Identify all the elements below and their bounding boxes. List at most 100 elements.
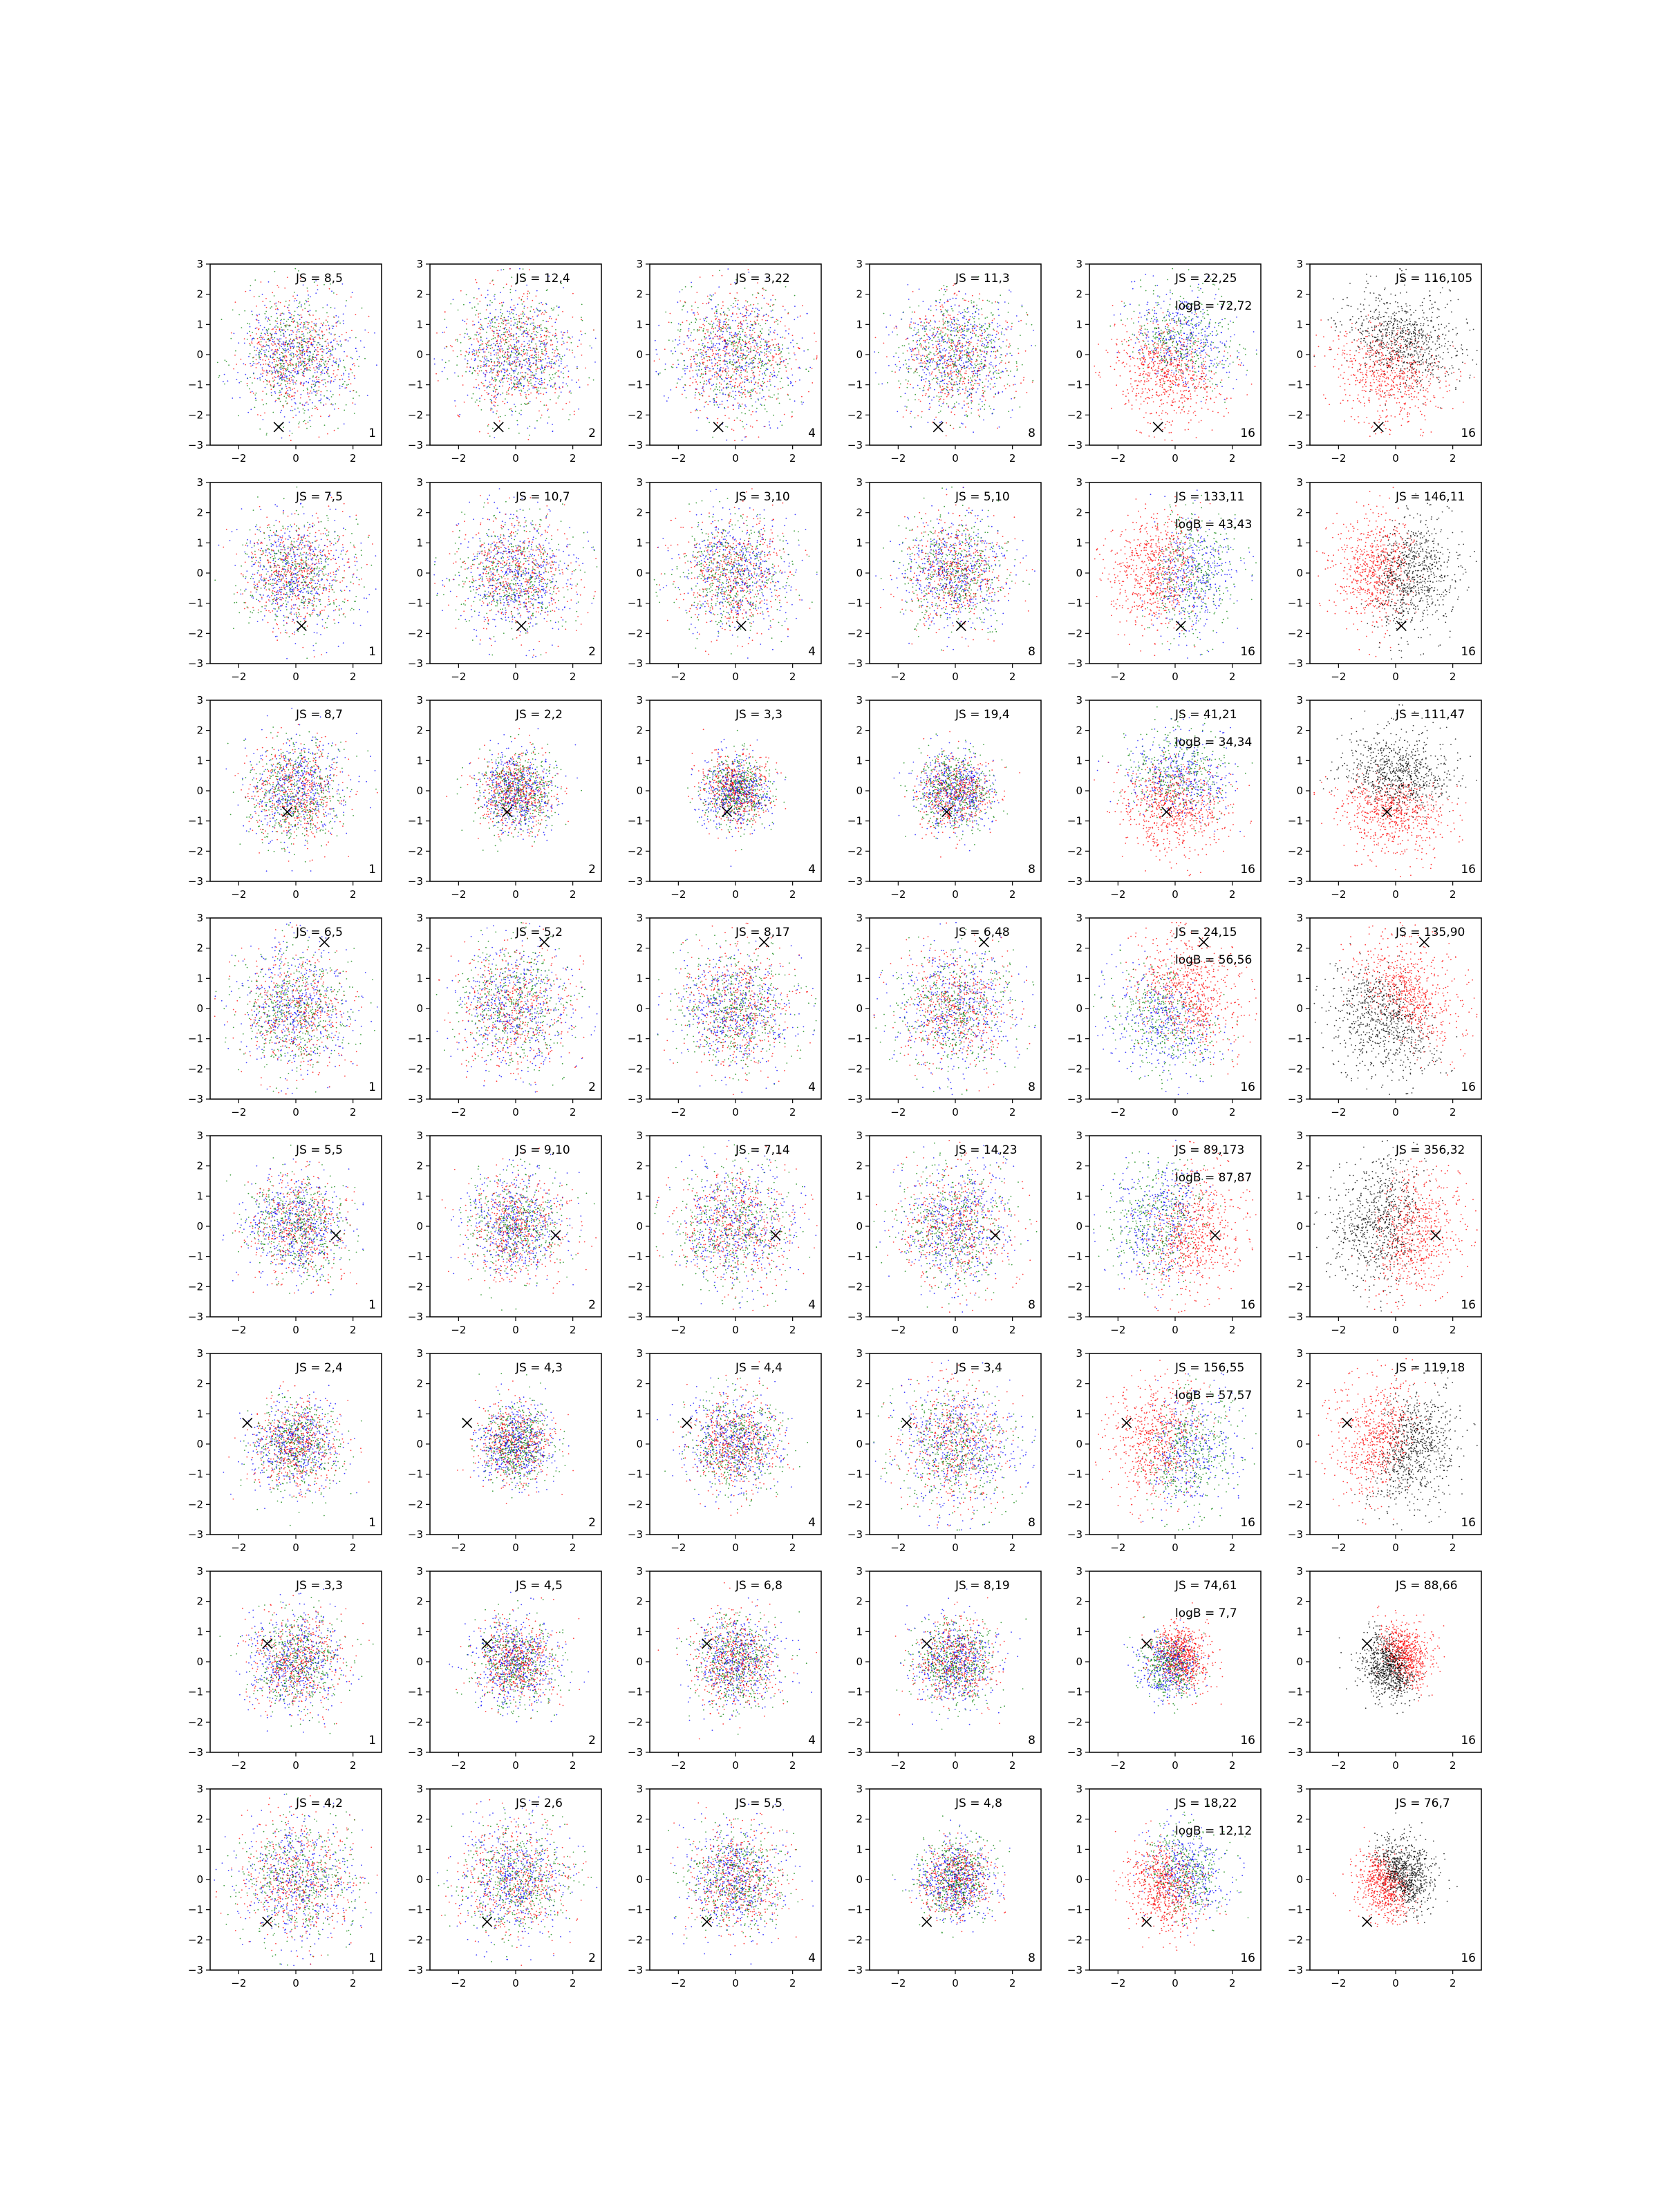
x-tick-label: −2 <box>231 452 246 465</box>
scatter-points <box>225 708 377 872</box>
x-tick-label: −2 <box>1331 1541 1346 1554</box>
y-tick-label: 3 <box>196 694 203 706</box>
y-tick-label: −1 <box>188 1250 203 1263</box>
y-tick-label: −3 <box>408 875 423 888</box>
js-annotation: JS = 2,6 <box>515 1797 563 1810</box>
x-tick-label: 2 <box>1229 1106 1236 1118</box>
x-tick-label: 2 <box>570 888 577 901</box>
y-tick-label: 3 <box>856 258 863 270</box>
axes-frame <box>870 700 1041 881</box>
y-tick-label: 0 <box>1076 567 1082 579</box>
y-tick-label: 0 <box>636 1873 643 1886</box>
y-tick-label: −2 <box>1067 409 1082 421</box>
x-tick-label: −2 <box>1331 671 1346 683</box>
y-tick-label: 1 <box>636 536 643 549</box>
y-tick-label: 0 <box>1296 567 1303 579</box>
x-marker <box>956 621 966 630</box>
x-marker <box>551 1230 561 1240</box>
corner-label: 1 <box>368 1734 376 1747</box>
x-tick-label: 2 <box>350 1759 357 1772</box>
y-tick-label: 1 <box>196 754 203 767</box>
scatter-points <box>654 268 818 441</box>
x-tick-label: 0 <box>512 671 519 683</box>
js-annotation: JS = 76,7 <box>1395 1797 1450 1810</box>
y-tick-label: 0 <box>196 785 203 797</box>
x-tick-label: 2 <box>789 1541 796 1554</box>
scatter-points <box>874 922 1036 1096</box>
axes-frame <box>430 1136 601 1317</box>
y-tick-label: 1 <box>636 1190 643 1202</box>
axes-frame <box>650 1571 821 1752</box>
axes-frame <box>650 1789 821 1970</box>
corner-label: 1 <box>368 1080 376 1094</box>
js-annotation: JS = 7,14 <box>735 1143 790 1157</box>
axes-frame <box>650 1136 821 1317</box>
y-tick-label: −1 <box>1288 1686 1303 1698</box>
x-tick-label: −2 <box>1110 452 1125 465</box>
y-tick-label: −1 <box>408 379 423 391</box>
y-tick-label: −1 <box>847 1468 863 1481</box>
y-tick-label: 0 <box>1296 1220 1303 1232</box>
x-tick-label: 0 <box>512 1541 519 1554</box>
y-tick-label: 3 <box>636 912 643 924</box>
y-tick-label: 2 <box>1296 1378 1303 1390</box>
y-tick-label: −2 <box>408 845 423 857</box>
y-tick-label: −1 <box>628 597 643 610</box>
scatter-points <box>687 729 786 867</box>
x-tick-label: 0 <box>732 1324 739 1336</box>
y-tick-label: 3 <box>856 1565 863 1577</box>
x-tick-label: 2 <box>1229 888 1236 901</box>
js-annotation: JS = 4,8 <box>955 1797 1002 1810</box>
y-tick-label: 1 <box>856 1625 863 1638</box>
x-tick-label: 0 <box>1392 671 1399 683</box>
y-tick-label: 2 <box>636 1813 643 1826</box>
x-tick-label: −2 <box>890 1106 906 1118</box>
corner-label: 1 <box>368 863 376 877</box>
x-tick-label: 0 <box>1172 1541 1179 1554</box>
logb-annotation: logB = 12,12 <box>1175 1824 1252 1838</box>
y-tick-label: 3 <box>856 694 863 706</box>
x-tick-label: 0 <box>732 888 739 901</box>
y-tick-label: 2 <box>1076 1378 1082 1390</box>
y-tick-label: 1 <box>196 972 203 984</box>
y-tick-label: 1 <box>196 1625 203 1638</box>
js-annotation: JS = 5,5 <box>295 1143 343 1157</box>
y-tick-label: 1 <box>416 1625 423 1638</box>
js-annotation: JS = 5,5 <box>735 1797 782 1810</box>
x-marker <box>1362 1917 1372 1927</box>
x-tick-label: −2 <box>671 1977 686 1989</box>
y-tick-label: 3 <box>196 258 203 270</box>
y-tick-label: 0 <box>856 785 863 797</box>
y-tick-label: 0 <box>416 785 423 797</box>
y-tick-label: 2 <box>416 1160 423 1172</box>
y-tick-label: 1 <box>1296 1843 1303 1855</box>
x-tick-label: −2 <box>451 1541 466 1554</box>
y-tick-label: −3 <box>628 875 643 888</box>
y-tick-label: −2 <box>628 1498 643 1510</box>
axes-frame <box>430 1571 601 1752</box>
y-tick-label: −2 <box>1067 1933 1082 1946</box>
y-tick-label: 3 <box>416 694 423 706</box>
y-tick-label: −1 <box>847 1904 863 1916</box>
y-tick-label: 3 <box>1076 912 1082 924</box>
corner-label: 8 <box>1028 1516 1035 1530</box>
scatter-points <box>433 268 596 440</box>
y-tick-label: 0 <box>1076 1220 1082 1232</box>
y-tick-label: −1 <box>628 1033 643 1045</box>
axes-frame <box>1310 1136 1481 1317</box>
x-tick-label: 2 <box>350 888 357 901</box>
y-tick-label: 3 <box>1296 1347 1303 1360</box>
y-tick-label: −1 <box>408 597 423 610</box>
y-tick-label: 0 <box>1076 1438 1082 1450</box>
y-tick-label: −1 <box>1067 1686 1082 1698</box>
x-tick-label: −2 <box>671 671 686 683</box>
y-tick-label: 1 <box>196 1843 203 1855</box>
x-tick-label: 2 <box>570 1324 577 1336</box>
x-marker <box>516 621 526 630</box>
x-tick-label: −2 <box>890 671 906 683</box>
